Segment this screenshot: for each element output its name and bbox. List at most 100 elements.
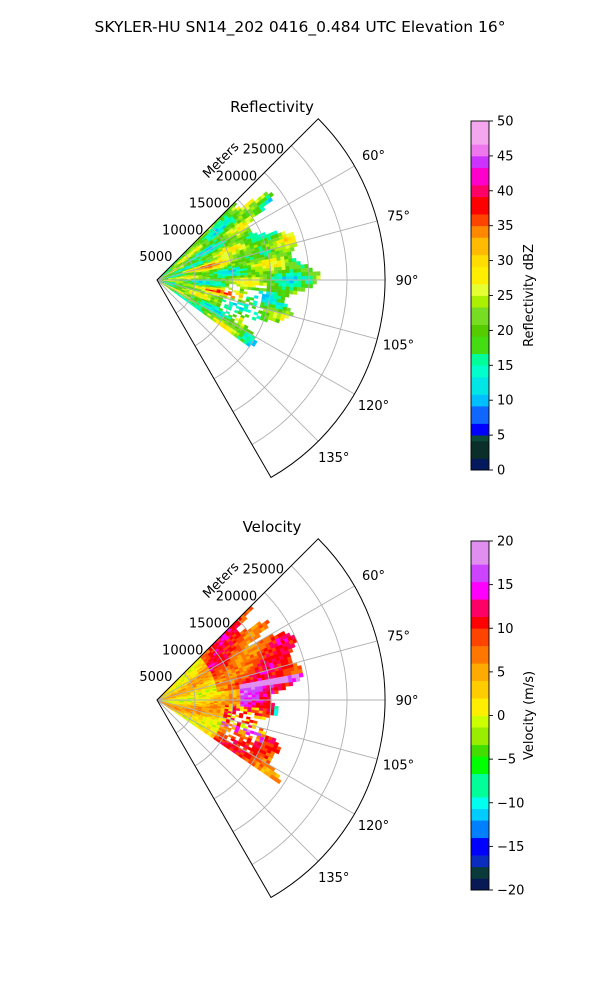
reflectivity-cell bbox=[255, 282, 260, 286]
reflectivity-cell bbox=[258, 290, 264, 295]
reflectivity-cell bbox=[251, 316, 257, 321]
radius-tick-label: 5000 bbox=[139, 250, 172, 265]
reflectivity-cell bbox=[266, 282, 272, 287]
reflectivity-cell bbox=[266, 273, 272, 278]
velocity-colorbar-segment bbox=[471, 802, 489, 809]
velocity-cell bbox=[255, 633, 261, 639]
reflectivity-cell bbox=[292, 261, 298, 266]
reflectivity-cell bbox=[285, 279, 291, 284]
reflectivity-colorbar-segment bbox=[471, 464, 489, 471]
reflectivity-cell bbox=[300, 268, 306, 273]
velocity-colorbar-segment bbox=[471, 796, 489, 804]
velocity-cell bbox=[240, 695, 245, 698]
reflectivity-cell bbox=[262, 271, 268, 275]
velocity-colorbar-segment bbox=[471, 663, 489, 670]
reflectivity-colorbar-tick-label: 15 bbox=[497, 359, 514, 374]
reflectivity-cell bbox=[278, 279, 283, 284]
reflectivity-cell bbox=[246, 309, 252, 314]
azimuth-tick-label: 105° bbox=[383, 759, 414, 774]
velocity-colorbar-segment bbox=[471, 855, 489, 862]
reflectivity-cell bbox=[232, 281, 237, 285]
reflectivity-cell bbox=[270, 276, 275, 281]
reflectivity-colorbar-segment bbox=[471, 214, 489, 221]
reflectivity-cell bbox=[285, 289, 290, 295]
reflectivity-colorbar-segment bbox=[471, 347, 489, 355]
range-ring bbox=[194, 645, 234, 767]
velocity-cell bbox=[259, 705, 264, 709]
velocity-cell bbox=[262, 691, 268, 695]
velocity-cell bbox=[270, 702, 275, 707]
reflectivity-cell bbox=[285, 272, 291, 277]
velocity-cell bbox=[284, 678, 290, 684]
azimuth-tick-label: 135° bbox=[318, 451, 349, 466]
azimuth-tick-label: 60° bbox=[362, 569, 385, 584]
reflectivity-cell bbox=[278, 286, 283, 291]
velocity-cell bbox=[239, 708, 245, 712]
velocity-colorbar-segment bbox=[471, 808, 489, 815]
reflectivity-colorbar-segment bbox=[471, 190, 489, 198]
reflectivity-cell bbox=[284, 293, 290, 298]
reflectivity-colorbar-segment bbox=[471, 155, 489, 163]
reflectivity-cell bbox=[281, 286, 287, 291]
reflectivity-cell bbox=[285, 269, 291, 274]
velocity-colorbar-segment bbox=[471, 843, 489, 850]
velocity-cell bbox=[217, 696, 222, 699]
reflectivity-colorbar: 0 5 10 15 20 25 30 35 40 45 50 Reflectivity dBZ bbox=[470, 115, 537, 479]
reflectivity-colorbar-segment bbox=[471, 167, 489, 174]
reflectivity-cell bbox=[267, 197, 274, 203]
reflectivity-cell bbox=[236, 283, 241, 287]
reflectivity-cell bbox=[273, 263, 279, 268]
reflectivity-colorbar-segment bbox=[471, 243, 489, 250]
reflectivity-cell bbox=[278, 273, 283, 277]
reflectivity-cell bbox=[244, 275, 249, 278]
velocity-colorbar-segment bbox=[471, 721, 489, 728]
reflectivity-colorbar-tick-label: 5 bbox=[497, 429, 505, 444]
velocity-colorbar-segment bbox=[471, 570, 489, 577]
reflectivity-cell bbox=[251, 274, 256, 278]
velocity-cell bbox=[242, 616, 248, 622]
reflectivity-colorbar-segment bbox=[471, 446, 489, 453]
velocity-colorbar-tick-label: 20 bbox=[497, 535, 514, 550]
reflectivity-colorbar-segment bbox=[471, 138, 489, 145]
reflectivity-cell bbox=[282, 276, 287, 281]
velocity-colorbar-segment bbox=[471, 698, 489, 705]
range-ring bbox=[175, 252, 196, 314]
reflectivity-colorbar-segment bbox=[471, 144, 489, 151]
reflectivity-cell bbox=[236, 275, 241, 279]
velocity-cell bbox=[264, 619, 270, 625]
reflectivity-cell bbox=[293, 276, 298, 281]
azimuth-gridline bbox=[156, 585, 355, 701]
reflectivity-cell bbox=[304, 283, 310, 289]
figure-title: SKYLER-HU SN14_202 0416_0.484 UTC Elevat… bbox=[95, 18, 506, 37]
reflectivity-cell bbox=[304, 271, 310, 277]
reflectivity-colorbar-segment bbox=[471, 336, 489, 343]
velocity-cell bbox=[247, 702, 253, 706]
velocity-colorbar-segment bbox=[471, 732, 489, 740]
radius-tick-label: 15000 bbox=[189, 196, 230, 211]
reflectivity-cell bbox=[293, 272, 298, 277]
velocity-colorbar-tick-label: 5 bbox=[497, 665, 505, 680]
velocity-colorbar-segment bbox=[471, 581, 489, 588]
reflectivity-cell bbox=[281, 262, 286, 268]
reflectivity-cell bbox=[255, 269, 260, 273]
velocity-cell bbox=[261, 716, 267, 721]
velocity-colorbar-segment bbox=[471, 831, 489, 839]
reflectivity-colorbar-segment bbox=[471, 278, 489, 285]
reflectivity-cell bbox=[277, 289, 283, 294]
range-ring bbox=[251, 145, 348, 445]
velocity-colorbar-segment bbox=[471, 779, 489, 786]
velocity-cell bbox=[247, 694, 253, 698]
reflectivity-cell bbox=[289, 272, 294, 277]
reflectivity-colorbar-segment bbox=[471, 266, 489, 273]
reflectivity-colorbar-tick-label: 30 bbox=[497, 254, 514, 269]
reflectivity-colorbar-tick-label: 40 bbox=[497, 184, 514, 199]
reflectivity-cell bbox=[255, 287, 260, 291]
velocity-cell bbox=[238, 715, 244, 719]
reflectivity-colorbar-segment bbox=[471, 330, 489, 337]
reflectivity-colorbar-segment bbox=[471, 248, 489, 256]
reflectivity-cell bbox=[274, 285, 279, 290]
velocity-cell bbox=[225, 696, 230, 699]
reflectivity-cell bbox=[274, 273, 279, 278]
reflectivity-cell bbox=[308, 279, 313, 285]
